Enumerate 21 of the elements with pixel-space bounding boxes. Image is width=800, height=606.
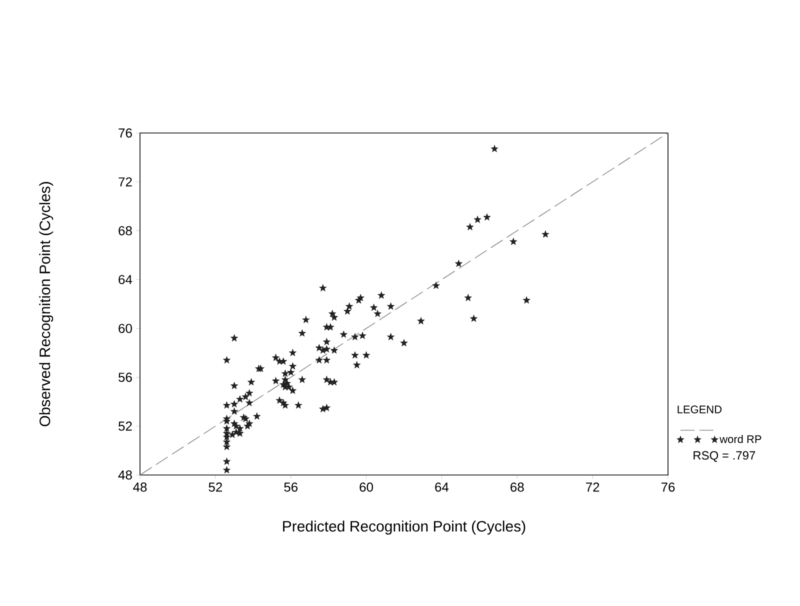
y-tick-label: 76: [118, 128, 132, 138]
legend-title: LEGEND: [678, 406, 722, 414]
y-axis-title: Observed Recognition Point (Cycles): [39, 182, 54, 426]
y-tick-label: 64: [118, 274, 132, 284]
x-tick-label: 60: [360, 482, 374, 492]
y-tick-label: 68: [118, 226, 132, 236]
x-tick-label: 64: [435, 482, 449, 492]
x-tick-label: 48: [133, 482, 147, 492]
x-axis-title: Predicted Recognition Point (Cycles): [283, 520, 526, 535]
y-tick-label: 56: [118, 372, 132, 382]
x-tick-label: 56: [284, 482, 298, 492]
y-tick-label: 52: [118, 422, 132, 431]
text: RSQ = .797: [694, 451, 756, 462]
x-tick-label: 76: [661, 482, 675, 492]
y-tick-label: 72: [118, 177, 132, 186]
legend-label: word RP: [720, 434, 762, 444]
y-tick-label: 60: [118, 324, 132, 334]
x-tick-label: 72: [586, 482, 600, 492]
y-tick-label: 48: [118, 470, 132, 480]
x-tick-label: 52: [208, 482, 222, 492]
x-tick-label: 68: [510, 482, 524, 492]
